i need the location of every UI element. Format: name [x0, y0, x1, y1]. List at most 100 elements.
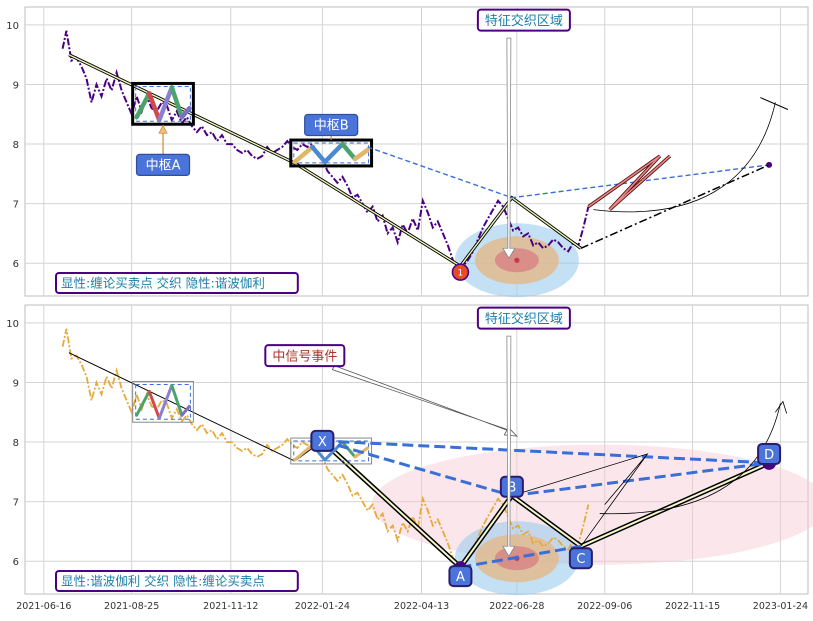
center-a-label-box [135, 153, 191, 177]
feature-zone-label: 特征交织区域 [476, 8, 571, 32]
center-stroke-leg [293, 443, 314, 462]
y-tick-label: 6 [13, 259, 19, 270]
center-box-inner [135, 383, 191, 420]
harmonic-point-box [448, 565, 473, 588]
harmonic-point-x: X [310, 429, 335, 452]
center-stroke-leg [179, 106, 192, 120]
harmonic-point-a: A [448, 565, 473, 588]
harmonic-point-d: D [757, 442, 782, 465]
harmonic-point-label: B [507, 481, 516, 496]
feature-zone-label-box [476, 8, 571, 32]
forecast-curve-tick [760, 97, 789, 110]
projection-red [587, 155, 671, 211]
y-tick-label: 8 [13, 438, 19, 449]
center-stroke-leg [340, 440, 357, 459]
panel-caption-text: 显性:缠论买卖点 交织 隐性:谐波伽利 [61, 276, 265, 291]
x-tick-label: 2021-08-25 [104, 601, 159, 612]
center-stroke-leg [147, 389, 161, 420]
center-stroke-leg [180, 404, 191, 417]
center-stroke-leg [135, 389, 151, 417]
plot-frame [24, 6, 809, 297]
y-tick-label: 9 [13, 378, 19, 389]
center-b-label-text: 中枢B [314, 119, 349, 134]
signal-event-label-box [264, 344, 346, 368]
harmonic-dashed-line [321, 439, 513, 498]
y-tick-label: 8 [13, 140, 19, 151]
signal-event-label: 中信号事件 [264, 344, 346, 368]
center-a-arrowhead [158, 124, 168, 134]
y-tick-label: 9 [13, 80, 19, 91]
panel-caption-box [55, 272, 299, 294]
buy-point-circle [451, 263, 470, 281]
signal-event-arrow [331, 365, 518, 437]
center-a-label: 中枢A [135, 153, 191, 177]
harmonic-point-c: C [568, 547, 593, 570]
trendline-dashed [367, 146, 770, 199]
feature-zone-arrow [502, 335, 516, 558]
center-stroke-leg [169, 85, 185, 120]
harmonic-point-label: X [318, 435, 327, 450]
harmonic-point-b: B [499, 475, 524, 498]
center-a-label-text: 中枢A [146, 159, 181, 174]
center-b-label-box [304, 113, 359, 137]
center-box-inner [135, 85, 191, 122]
x-tick-label: 2022-11-15 [665, 601, 720, 612]
harmonic-point-label: A [456, 570, 465, 585]
center-stroke-leg [322, 141, 345, 165]
center-stroke-leg [157, 383, 174, 420]
forecast-curve [599, 403, 781, 515]
price-series [61, 328, 590, 569]
y-tick-label: 10 [6, 21, 19, 32]
harmonic-dashed-line [511, 461, 770, 498]
x-tick-label: 2022-04-13 [394, 601, 449, 612]
center-box-frame [132, 380, 194, 423]
trendline-endpoint [766, 161, 773, 168]
buy-point-marker: 1 [451, 263, 470, 281]
center-stroke-leg [146, 91, 162, 123]
center-stroke-leg [310, 144, 328, 165]
panel-caption: 显性:缠论买卖点 交织 隐性:谐波伽利 [55, 272, 299, 294]
center-stroke-leg [352, 147, 370, 162]
y-tick-label: 6 [13, 557, 19, 568]
harmonic-dashed-line [322, 439, 770, 465]
y-tick-label: 10 [6, 319, 19, 330]
x-tick-label: 2022-09-06 [577, 601, 632, 612]
feature-zone-label-box [476, 306, 571, 330]
panel-caption-box [55, 570, 299, 592]
feature-zone-label-text: 特征交织区域 [485, 13, 563, 29]
plot-frame [24, 304, 809, 595]
harmonic-point-box [757, 442, 782, 465]
forecast-curve-head [775, 400, 788, 414]
signal-event-label-text: 中信号事件 [272, 349, 337, 364]
y-tick-label: 7 [13, 200, 19, 211]
center-b-label: 中枢B [304, 113, 359, 137]
x-tick-label: 2021-11-12 [203, 601, 258, 612]
center-stroke-leg [340, 141, 358, 162]
feature-zone-center [514, 257, 520, 263]
buy-point-label: 1 [458, 269, 464, 279]
harmonic-point-label: C [576, 552, 585, 567]
feature-zone-label: 特征交织区域 [476, 306, 571, 330]
harmonic-point-box [499, 475, 524, 498]
x-tick-label: 2023-01-24 [753, 601, 808, 612]
forecast-curve [593, 102, 776, 213]
x-tick-label: 2022-06-28 [489, 601, 544, 612]
x-tick-label: 2022-01-24 [295, 601, 350, 612]
center-stroke-leg [157, 85, 175, 123]
center-box-frame [131, 81, 195, 126]
feature-zone-arrow [502, 37, 516, 260]
projection-dashdot [580, 164, 770, 249]
x-axis: 2021-06-16 2021-08-25 2021-11-12 2022-01-24… [16, 601, 808, 612]
x-tick-label: 2021-06-16 [16, 601, 71, 612]
center-stroke-leg [170, 383, 184, 417]
harmonic-guide-lines [511, 453, 649, 547]
center-stroke-leg [292, 144, 315, 165]
harmonic-point-box [310, 429, 335, 452]
center-stroke-leg [134, 91, 152, 120]
feature-zone-label-text: 特征交织区域 [485, 311, 563, 327]
harmonic-point-label: D [764, 448, 774, 463]
